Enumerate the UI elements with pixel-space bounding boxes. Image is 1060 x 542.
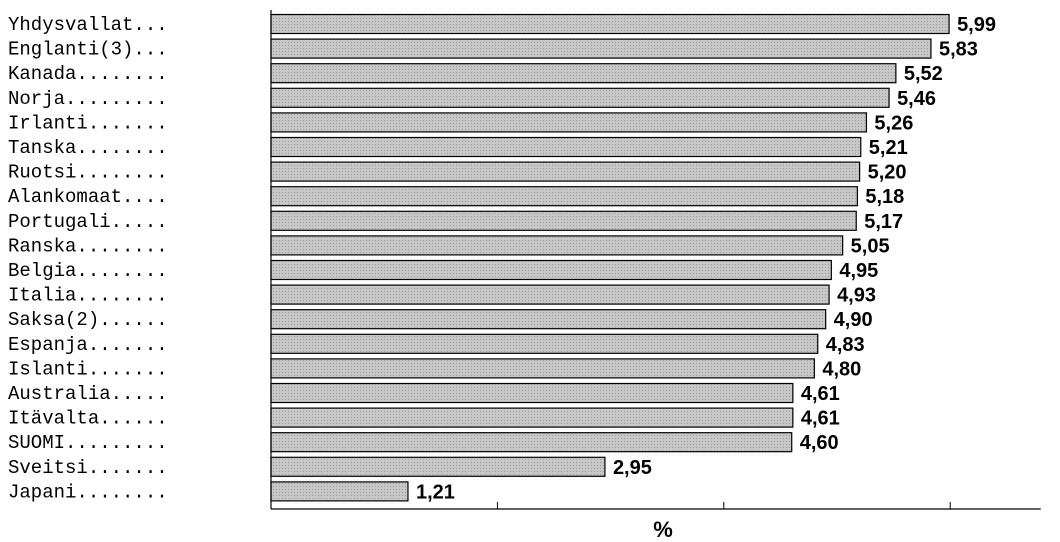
category-label: Irlanti....... — [8, 112, 168, 134]
bar — [270, 38, 932, 59]
value-label: 4,61 — [801, 383, 840, 405]
category-label: Englanti(3)... — [8, 39, 168, 61]
bar — [270, 112, 868, 133]
category-label: SUOMI......... — [8, 432, 168, 454]
category-label: Saksa(2)...... — [8, 309, 168, 331]
value-label: 5,17 — [864, 211, 903, 233]
bar — [270, 259, 832, 281]
bar — [270, 432, 793, 453]
bar — [270, 87, 890, 108]
value-label: 4,93 — [837, 285, 876, 307]
value-label: 5,26 — [874, 112, 913, 134]
value-labels: 5,99 5,835,52 5,465,26 5,21 5,205,18 5,175,05… — [416, 14, 996, 503]
value-label: 5,18 — [865, 186, 904, 208]
category-label: Yhdysvallat... — [8, 14, 168, 36]
value-label: 5,05 — [851, 235, 890, 257]
value-label: 4,61 — [801, 408, 840, 430]
bars-group — [270, 13, 950, 502]
bar — [270, 333, 819, 354]
category-label: Australia..... — [8, 383, 168, 405]
category-label: Portugali..... — [8, 211, 168, 233]
bar — [270, 456, 606, 477]
bar — [270, 186, 858, 207]
category-label: Islanti....... — [8, 358, 168, 380]
value-label: 5,46 — [897, 88, 936, 110]
bar — [270, 63, 897, 84]
value-label: 2,95 — [613, 457, 652, 479]
bar — [270, 235, 844, 256]
category-label: Alankomaat.... — [8, 186, 168, 208]
category-label: Japani........ — [8, 481, 168, 503]
bar — [270, 407, 794, 428]
bar — [270, 13, 950, 35]
category-label: Ruotsi........ — [8, 162, 168, 184]
category-label: Norja......... — [8, 88, 168, 110]
bar — [270, 210, 857, 231]
value-label: 5,52 — [904, 63, 943, 85]
category-label: Italia........ — [8, 285, 168, 307]
category-labels: Yhdysvallat... Englanti(3)...Kanada......… — [8, 14, 168, 503]
bar — [270, 481, 409, 502]
value-label: 4,95 — [839, 260, 878, 282]
value-label: 1,21 — [416, 481, 455, 503]
value-label: 5,83 — [939, 39, 978, 61]
value-label: 5,21 — [869, 137, 908, 159]
bar — [270, 309, 827, 330]
category-label: Sveitsi....... — [8, 457, 168, 479]
bar — [270, 358, 815, 379]
value-label: 4,83 — [826, 334, 865, 356]
x-axis — [270, 10, 1041, 510]
bar — [270, 161, 861, 182]
value-label: 4,60 — [800, 432, 839, 454]
value-label: 5,99 — [957, 14, 996, 36]
category-label: Belgia........ — [8, 260, 168, 282]
bar — [270, 284, 830, 305]
value-label: 5,20 — [868, 162, 907, 184]
category-label: Ranska........ — [8, 235, 168, 257]
x-axis-label: % — [653, 517, 673, 542]
category-label: Kanada........ — [8, 63, 168, 85]
value-label: 4,80 — [822, 358, 861, 380]
value-label: 4,90 — [834, 309, 873, 331]
category-label: Tanska........ — [8, 137, 168, 159]
bar — [270, 382, 794, 404]
category-label: Itävalta...... — [8, 408, 168, 430]
category-label: Espanja....... — [8, 334, 168, 356]
bar — [270, 136, 862, 158]
